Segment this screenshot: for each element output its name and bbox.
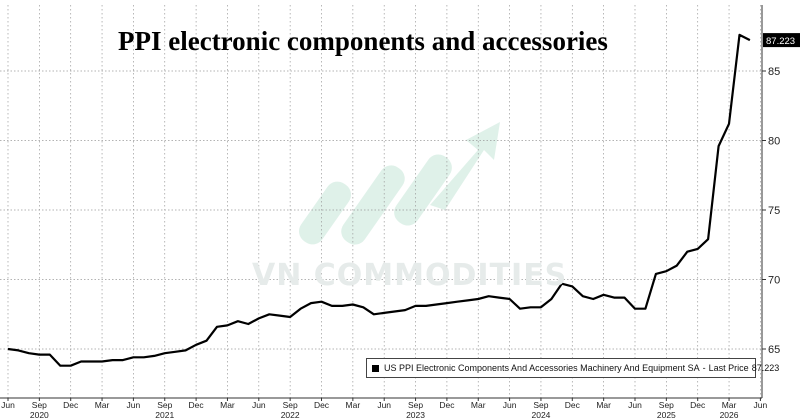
- y-tick-label: 85: [768, 66, 780, 78]
- watermark-text: VN COMMODITIES: [252, 258, 568, 293]
- x-year-label: 2022: [281, 410, 300, 420]
- x-tick-label: Jun: [628, 400, 642, 410]
- y-tick-label: 70: [768, 275, 780, 287]
- legend-last-price-label: Last Price: [708, 363, 749, 373]
- watermark-arrow: [430, 122, 500, 210]
- x-year-label: 2024: [531, 410, 550, 420]
- x-tick-label: Sep: [32, 400, 47, 410]
- y-tick-label: 65: [768, 344, 780, 356]
- watermark-logo-bar: [394, 154, 452, 226]
- x-year-label: 2026: [720, 410, 739, 420]
- series-layer: [7, 33, 751, 367]
- watermark-logo-bar: [341, 165, 405, 245]
- last-price-marker: 87.223: [763, 33, 800, 48]
- x-tick-label: Sep: [408, 400, 423, 410]
- x-tick-label: Mar: [596, 400, 611, 410]
- legend-swatch: [372, 364, 379, 372]
- x-tick-label: Dec: [189, 400, 205, 410]
- x-tick-label: Dec: [690, 400, 706, 410]
- chart-grid: [0, 5, 762, 398]
- x-tick-label: Sep: [157, 400, 172, 410]
- y-axis: 65 70 75 80 85: [761, 5, 780, 398]
- legend-label: US PPI Electronic Components And Accesso…: [384, 363, 779, 373]
- x-tick-label: Jun: [127, 400, 141, 410]
- x-tick-label: Sep: [659, 400, 674, 410]
- x-tick-label: Mar: [95, 400, 110, 410]
- series-line: [7, 33, 751, 367]
- last-price-label: 87.223: [766, 36, 795, 47]
- x-year-label: 2025: [657, 410, 676, 420]
- chart-title: PPI electronic components and accessorie…: [118, 26, 608, 56]
- watermark-logo: [298, 122, 500, 245]
- x-tick-label: Mar: [722, 400, 737, 410]
- x-year-label: 2023: [406, 410, 425, 420]
- x-tick-label: Dec: [314, 400, 330, 410]
- x-tick-label: Mar: [346, 400, 361, 410]
- x-tick-label: Jun: [503, 400, 517, 410]
- x-tick-label: Jun: [252, 400, 266, 410]
- x-tick-label: Sep: [283, 400, 298, 410]
- x-tick-label: Jun: [754, 400, 768, 410]
- x-year-label: 2021: [155, 410, 174, 420]
- legend-last-price-value: 87.223: [751, 363, 780, 373]
- y-tick-label: 75: [768, 205, 780, 217]
- x-tick-label: Sep: [533, 400, 548, 410]
- x-tick-label: Jun: [377, 400, 391, 410]
- x-tick-label: Mar: [220, 400, 235, 410]
- x-tick-label: Dec: [63, 400, 79, 410]
- x-tick-label: Jun: [1, 400, 15, 410]
- y-tick-label: 80: [768, 136, 780, 148]
- legend-separator: -: [702, 363, 706, 373]
- watermark-logo-bar: [298, 181, 352, 245]
- x-tick-label: Dec: [439, 400, 455, 410]
- last-price-box: [763, 33, 800, 48]
- x-tick-label: Mar: [471, 400, 486, 410]
- x-axis: Jun Sep Dec Mar Jun Sep Dec Mar Jun Sep Dec Mar Jun S…: [0, 397, 768, 420]
- x-tick-label: Dec: [565, 400, 581, 410]
- x-year-label: 2020: [30, 410, 49, 420]
- legend-series-name: US PPI Electronic Components And Accesso…: [384, 363, 700, 373]
- chart-legend: US PPI Electronic Components And Accesso…: [366, 358, 779, 378]
